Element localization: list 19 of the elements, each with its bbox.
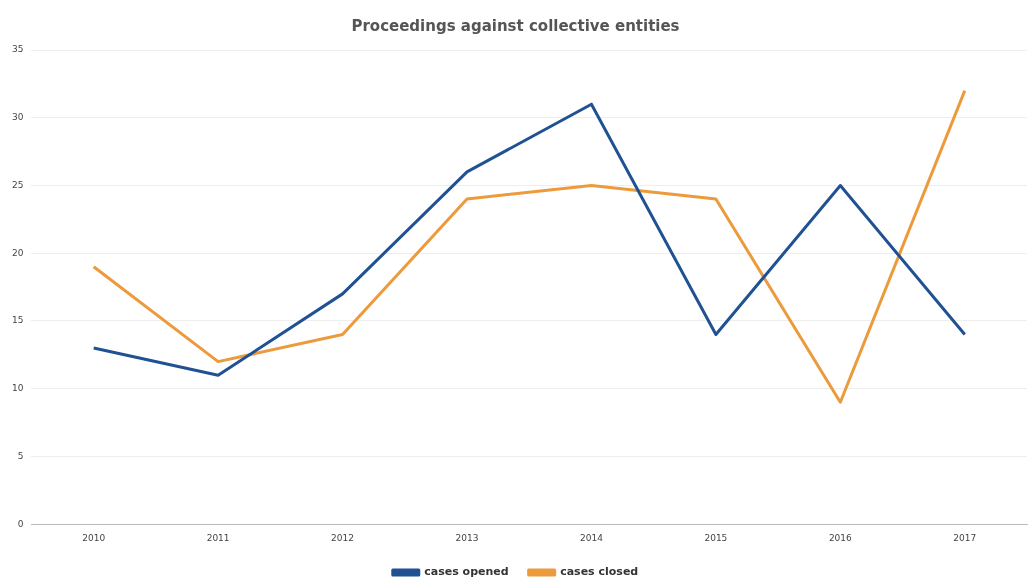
legend-label: cases opened [424,565,509,579]
y-tick-label: 25 [12,179,24,190]
y-tick-label: 0 [17,518,24,529]
y-tick-label: 20 [12,247,24,258]
x-tick-label: 2014 [579,532,604,543]
x-tick-label: 2010 [82,532,106,543]
chart-title: Proceedings against collective entities [351,16,680,35]
y-tick-label: 30 [12,112,24,123]
x-tick-label: 2011 [206,532,230,543]
y-tick-label: 35 [12,44,24,55]
x-tick-label: 2012 [331,532,355,543]
x-tick-label: 2016 [828,532,853,543]
x-tick-label: 2015 [704,532,728,543]
y-tick-label: 10 [12,383,24,394]
legend-label: cases closed [560,565,639,579]
y-tick-label: 15 [12,315,24,326]
y-tick-label: 5 [17,450,24,461]
x-tick-label: 2013 [455,532,479,543]
x-tick-label: 2017 [953,532,977,543]
